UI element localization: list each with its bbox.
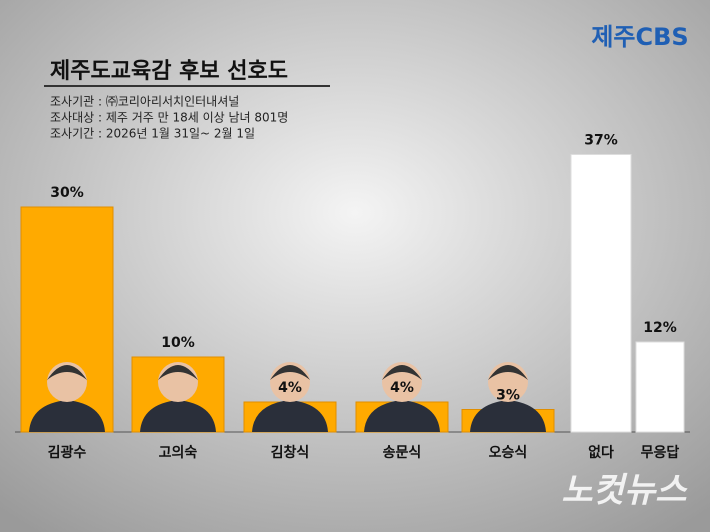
x-tick-label: 송문식 bbox=[383, 445, 422, 461]
photo-hair bbox=[488, 365, 528, 380]
value-label: 3% bbox=[496, 388, 520, 404]
survey-note: 조사대상 : 제주 거주 만 18세 이상 남녀 801명 bbox=[50, 111, 288, 125]
photo-hair bbox=[47, 365, 87, 380]
photo-hair bbox=[382, 365, 422, 380]
survey-note: 조사기간 : 2026년 1월 31일~ 2월 1일 bbox=[50, 127, 255, 141]
bar bbox=[635, 341, 685, 433]
value-label: 4% bbox=[390, 380, 414, 396]
x-tick-label: 무응답 bbox=[641, 444, 680, 461]
survey-note: 조사기관 : ㈜코리아리서치인터내셔널 bbox=[50, 95, 239, 109]
value-label: 4% bbox=[278, 380, 302, 396]
photo-hair bbox=[158, 365, 198, 380]
value-label: 37% bbox=[584, 133, 618, 149]
logo: 제주CBS bbox=[591, 23, 688, 51]
watermark: 노컷뉴스 bbox=[561, 471, 688, 511]
value-label: 30% bbox=[50, 185, 84, 201]
bar bbox=[570, 154, 632, 433]
x-tick-label: 없다 bbox=[588, 445, 614, 461]
x-tick-label: 오승식 bbox=[489, 445, 528, 461]
x-tick-label: 김창식 bbox=[271, 444, 310, 461]
x-tick-label: 고의숙 bbox=[159, 444, 198, 461]
photo-hair bbox=[270, 365, 310, 380]
value-label: 12% bbox=[643, 320, 677, 336]
value-label: 10% bbox=[161, 335, 195, 351]
photo-body bbox=[29, 400, 105, 432]
photo-body bbox=[140, 400, 216, 432]
photo-body bbox=[364, 400, 440, 432]
x-tick-label: 김광수 bbox=[48, 444, 87, 461]
photo-body bbox=[252, 400, 328, 432]
photo-body bbox=[470, 400, 546, 432]
chart-title: 제주도교육감 후보 선호도 bbox=[50, 59, 288, 84]
